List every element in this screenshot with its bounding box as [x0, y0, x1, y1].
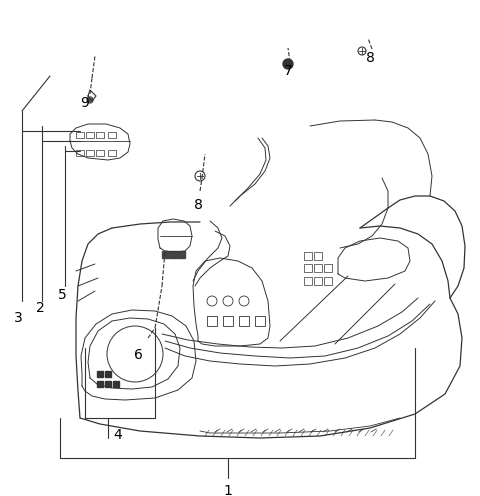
Bar [239, 316, 249, 326]
Bar [105, 371, 111, 377]
Bar [314, 277, 322, 285]
Bar [178, 251, 185, 258]
Bar [304, 277, 312, 285]
Bar [97, 381, 103, 387]
Bar [324, 264, 332, 272]
Bar [207, 316, 217, 326]
Text: 3: 3 [13, 311, 23, 325]
Bar [97, 371, 103, 377]
Text: 6: 6 [133, 348, 143, 362]
Bar [108, 150, 116, 156]
Bar [223, 316, 233, 326]
Text: 9: 9 [81, 96, 89, 110]
Bar [314, 264, 322, 272]
Text: 8: 8 [193, 198, 203, 212]
Bar [324, 277, 332, 285]
Text: 1: 1 [224, 484, 232, 496]
Text: 2: 2 [36, 301, 44, 315]
Bar [86, 150, 94, 156]
Bar [86, 132, 94, 138]
Bar [113, 381, 119, 387]
Text: 5: 5 [58, 288, 66, 302]
Text: 7: 7 [284, 64, 292, 78]
Bar [76, 150, 84, 156]
Bar [304, 252, 312, 260]
Bar [108, 132, 116, 138]
Text: 4: 4 [114, 428, 122, 442]
Bar [96, 132, 104, 138]
Bar [304, 264, 312, 272]
Bar [314, 252, 322, 260]
Circle shape [283, 59, 293, 69]
Bar [255, 316, 265, 326]
Circle shape [87, 97, 93, 103]
Text: 8: 8 [366, 51, 374, 65]
Bar [76, 132, 84, 138]
Bar [170, 251, 177, 258]
Bar [162, 251, 169, 258]
Bar [105, 381, 111, 387]
Bar [96, 150, 104, 156]
